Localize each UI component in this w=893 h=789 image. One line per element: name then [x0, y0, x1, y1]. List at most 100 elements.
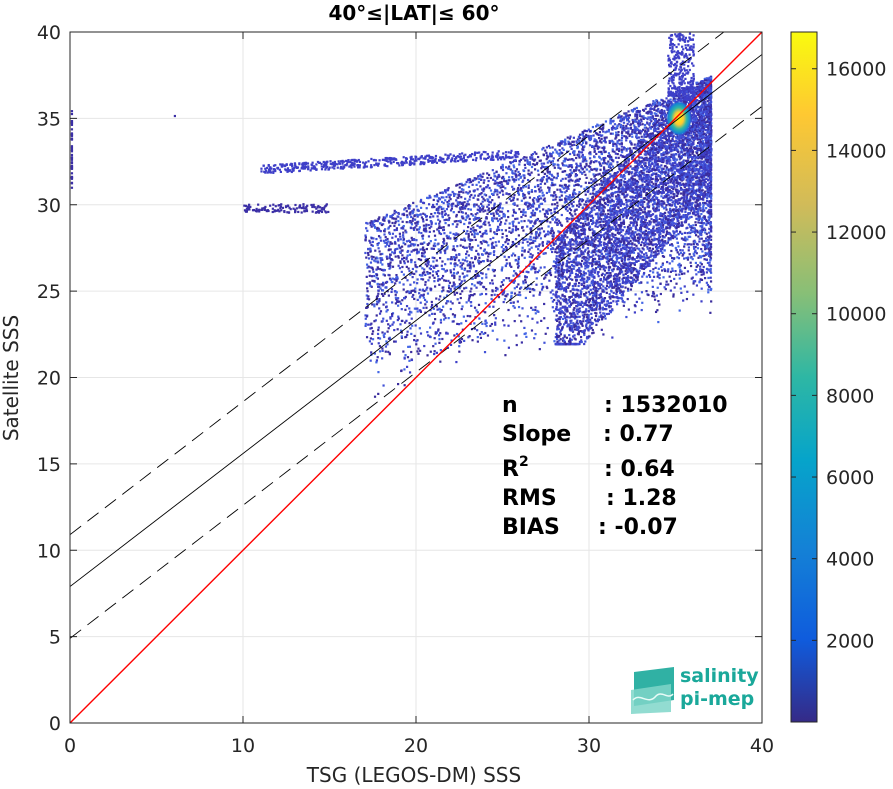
- density-cell: [375, 300, 379, 303]
- density-cell: [543, 219, 546, 222]
- density-cell: [461, 211, 464, 214]
- density-cell: [575, 166, 578, 169]
- density-cell: [548, 279, 551, 282]
- density-cell: [523, 326, 526, 330]
- density-cell: [375, 237, 378, 241]
- density-cell: [708, 261, 711, 264]
- density-cell: [401, 299, 404, 302]
- density-cell: [592, 173, 595, 176]
- density-cell: [622, 214, 625, 217]
- density-cell: [572, 192, 575, 195]
- density-cell: [379, 239, 383, 242]
- density-cell: [538, 269, 541, 272]
- density-cell: [694, 249, 697, 252]
- density-cell: [382, 273, 385, 276]
- density-cell: [521, 253, 524, 256]
- density-cell: [527, 244, 530, 247]
- density-cell: [446, 258, 450, 261]
- density-cell: [486, 198, 489, 201]
- density-cell: [403, 213, 406, 217]
- density-cell: [552, 164, 555, 167]
- density-cell: [549, 269, 552, 272]
- density-cell: [633, 119, 636, 122]
- density-cell: [704, 117, 707, 120]
- density-cell: [611, 139, 614, 142]
- density-cell: [595, 143, 598, 146]
- density-cell: [623, 135, 626, 138]
- density-cell: [619, 175, 622, 178]
- density-cell: [583, 138, 586, 142]
- density-cell: [709, 223, 712, 226]
- density-cell: [403, 384, 406, 387]
- density-cell: [597, 218, 600, 221]
- density-cell: [502, 185, 505, 188]
- density-cell: [663, 286, 666, 289]
- density-cell: [630, 257, 633, 260]
- density-cell: [432, 345, 435, 348]
- density-cell: [680, 202, 683, 205]
- density-cell: [553, 210, 556, 214]
- density-cell: [697, 138, 700, 141]
- density-cell: [399, 323, 402, 326]
- density-cell: [544, 165, 548, 169]
- density-cell: [618, 123, 621, 126]
- density-cell: [531, 152, 535, 156]
- density-cell: [667, 239, 670, 242]
- density-cell: [409, 213, 412, 216]
- density-cell: [693, 247, 696, 250]
- density-cell: [453, 265, 456, 268]
- density-cell: [388, 338, 392, 341]
- density-cell: [645, 173, 648, 177]
- density-cell: [442, 318, 446, 321]
- density-cell: [537, 184, 540, 187]
- density-cell: [678, 277, 681, 280]
- density-cell: [709, 258, 712, 261]
- density-cell: [501, 163, 504, 167]
- density-cell: [442, 226, 445, 229]
- density-cell: [627, 289, 630, 292]
- density-cell: [661, 251, 664, 255]
- density-cell: [606, 204, 609, 207]
- density-cell: [710, 235, 713, 238]
- density-cell: [482, 332, 485, 335]
- density-cell: [405, 210, 408, 213]
- density-cell: [496, 228, 499, 231]
- density-cell: [384, 238, 388, 242]
- density-cell: [453, 315, 456, 319]
- density-cell: [410, 350, 413, 354]
- density-cell: [642, 159, 645, 162]
- density-cell: [707, 144, 710, 147]
- density-cell: [379, 287, 382, 290]
- density-cell: [401, 213, 404, 216]
- density-cell: [610, 244, 613, 247]
- density-cell: [516, 188, 519, 191]
- density-cell: [706, 77, 709, 80]
- density-cell: [533, 214, 536, 217]
- density-cell: [527, 250, 530, 254]
- density-cell: [455, 184, 458, 187]
- density-cell: [587, 189, 590, 193]
- density-cell: [517, 257, 520, 261]
- density-cell: [416, 244, 420, 247]
- density-cell: [413, 338, 416, 342]
- density-cell: [607, 252, 610, 255]
- density-cell: [452, 281, 455, 284]
- density-cell: [486, 176, 489, 180]
- density-cell: [704, 228, 707, 231]
- density-cell: [646, 178, 650, 181]
- density-cell: [529, 235, 532, 238]
- density-cell: [395, 273, 398, 277]
- density-cell: [598, 315, 601, 318]
- density-cell: [366, 305, 369, 309]
- density-cell: [611, 242, 614, 246]
- density-cell: [393, 209, 396, 212]
- density-cell: [505, 201, 508, 204]
- density-cell: [539, 197, 543, 200]
- density-cell: [652, 207, 655, 210]
- density-cell: [665, 104, 668, 107]
- density-cell: [470, 304, 473, 307]
- density-cell: [706, 123, 709, 127]
- density-cell: [407, 345, 410, 348]
- density-cell: [641, 263, 644, 266]
- density-cell: [411, 272, 414, 275]
